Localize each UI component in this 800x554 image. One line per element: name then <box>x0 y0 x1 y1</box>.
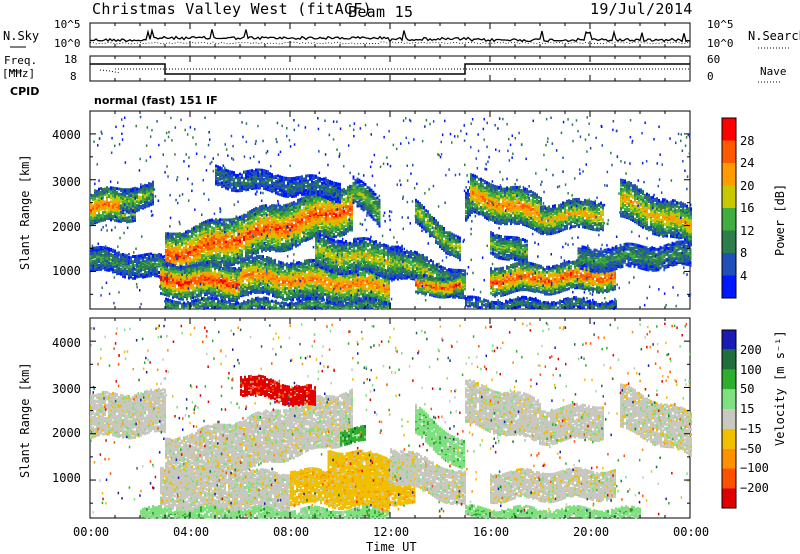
velocity-colorbar-tick: −100 <box>740 462 769 474</box>
power-ytick-1000: 1000 <box>52 265 81 277</box>
power-colorbar-cell <box>722 275 736 298</box>
velocity-colorbar-cell <box>722 389 736 410</box>
nave-label: Nave <box>760 66 787 77</box>
power-colorbar-tick: 8 <box>740 247 747 259</box>
power-colorbar-cell <box>722 163 736 186</box>
date-label: 19/Jul/2014 <box>590 2 693 17</box>
velocity-colorbar-tick: 200 <box>740 344 762 356</box>
noise-sky-line <box>89 27 691 43</box>
velocity-ytick-3000: 3000 <box>52 383 81 395</box>
power-colorbar-tick: 12 <box>740 225 754 237</box>
station-title: Christmas Valley West (fitACF) <box>92 2 372 17</box>
noise-tick-bottom-right: 10^0 <box>707 38 734 49</box>
power-colorbar-tick: 16 <box>740 202 754 214</box>
power-colorbar-cell <box>722 118 736 141</box>
power-colorbar-cell <box>722 140 736 163</box>
power-colorbar-tick: 28 <box>740 135 754 147</box>
velocity-colorbar-cell <box>722 349 736 370</box>
velocity-colorbar-tick: −200 <box>740 482 769 494</box>
nave-tick-bottom: 0 <box>707 71 714 82</box>
freq-tick-bottom: 8 <box>70 71 77 82</box>
x-tick-label: 20:00 <box>573 526 609 538</box>
noise-tick-top-left: 10^5 <box>54 19 81 30</box>
power-colorbar-tick: 24 <box>740 157 754 169</box>
noise-sky-label: N.Sky <box>3 30 39 42</box>
noise-tick-top-right: 10^5 <box>707 19 734 30</box>
noise-search-label: N.Search <box>748 30 800 42</box>
x-tick-label: 04:00 <box>173 526 209 538</box>
velocity-ytick-1000: 1000 <box>52 472 81 484</box>
frequency-line <box>90 63 690 75</box>
x-tick-label: 12:00 <box>373 526 409 538</box>
power-ytick-2000: 2000 <box>52 221 81 233</box>
nave-start <box>99 69 121 74</box>
beam-label: Beam 15 <box>348 5 413 20</box>
x-tick-label: 08:00 <box>273 526 309 538</box>
power-colorbar-cell <box>722 208 736 231</box>
power-colorbar-cell <box>722 185 736 208</box>
power-ytick-3000: 3000 <box>52 176 81 188</box>
nave-tick-top: 60 <box>707 54 720 65</box>
velocity-colorbar-cell <box>722 488 736 508</box>
cpid-value: normal (fast) 151 IF <box>94 95 218 107</box>
velocity-colorbar-frame <box>721 329 737 509</box>
x-tick-label: 00:00 <box>73 526 109 538</box>
velocity-colorbar-cell <box>722 369 736 390</box>
cpid-label: CPID <box>10 86 39 98</box>
velocity-colorbar-cell <box>722 428 736 449</box>
velocity-colorbar-cell <box>722 409 736 429</box>
velocity-colorbar-tick: −15 <box>740 423 762 435</box>
power-ytick-4000: 4000 <box>52 129 81 141</box>
velocity-colorbar-tick: −50 <box>740 443 762 455</box>
velocity-colorbar-tick: 15 <box>740 403 754 415</box>
power-colorbar-frame <box>721 117 737 299</box>
x-tick-label: 16:00 <box>473 526 509 538</box>
power-colorbar-cell <box>722 253 736 276</box>
x-tick-label: 00:00 <box>673 526 709 538</box>
x-axis-label: Time UT <box>366 541 417 553</box>
power-colorbar-cell <box>722 230 736 253</box>
velocity-ytick-4000: 4000 <box>52 337 81 349</box>
velocity-colorbar-tick: 50 <box>740 383 754 395</box>
power-colorbar-tick: 20 <box>740 180 754 192</box>
freq-tick-top: 18 <box>64 54 77 65</box>
velocity-colorbar-cell <box>722 330 736 350</box>
velocity-ytick-2000: 2000 <box>52 427 81 439</box>
velocity-colorbar-cell <box>722 448 736 469</box>
power-colorbar-tick: 4 <box>740 270 747 282</box>
noise-tick-bottom-left: 10^0 <box>54 38 81 49</box>
velocity-colorbar-cell <box>722 468 736 489</box>
freq-label: Freq. <box>4 55 37 66</box>
freq-unit-label: [MHz] <box>2 68 35 79</box>
velocity-colorbar-tick: 100 <box>740 364 762 376</box>
